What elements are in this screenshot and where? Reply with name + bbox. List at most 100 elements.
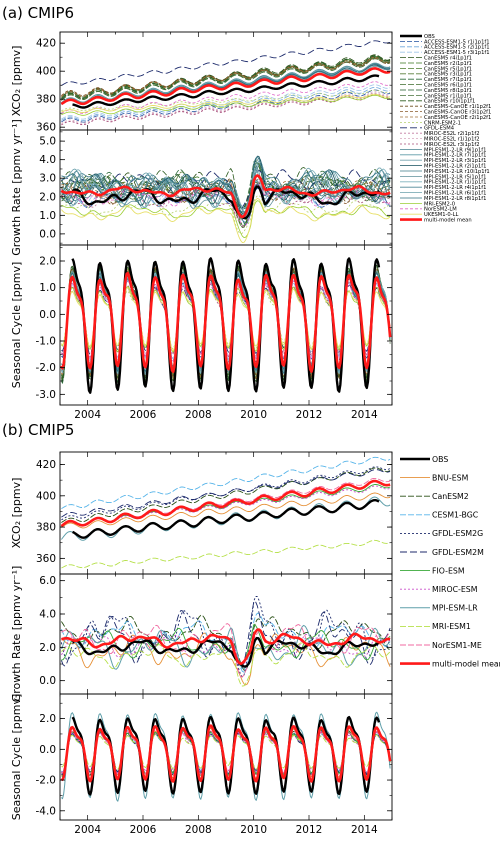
x-tick-label: 2012 [296, 409, 323, 421]
series-line [60, 271, 392, 374]
legend-entry: CanESM5 r10i1p1f1 [424, 99, 475, 105]
legend-entry: MPI-ESM-LR [432, 604, 478, 613]
legend-entry: NorESM2-LM [424, 207, 457, 213]
legend-entry: CanESM5-CanOE r1i1p2f1 [424, 104, 491, 110]
series-line [61, 200, 391, 239]
legend-entry: OBS [432, 455, 448, 464]
plot-area-sc [60, 257, 392, 394]
series-line [61, 64, 391, 105]
legend-entry: MIROC-ESM [432, 585, 477, 594]
plot-area-gr [60, 155, 391, 243]
x-tick-label: 2004 [74, 409, 101, 421]
legend-entry: MRI-ESM2-0 [424, 201, 455, 207]
y-tick-label: 420 [36, 38, 56, 50]
legend-entry: MIROC-ES2L r2i1p1f2 [424, 131, 480, 137]
legend-entry: BNU-ESM [432, 473, 468, 482]
y-tick-label: 4.0 [39, 609, 56, 621]
series-line [61, 40, 391, 86]
series-line [61, 156, 391, 210]
series-line [61, 56, 391, 100]
legend-entry: MPI-ESM1-2-LR r2i1p1f1 [424, 163, 486, 169]
series-line [61, 628, 391, 666]
legend-entry: MPI-ESM1-2-LR r5i1p1f1 [424, 174, 486, 180]
series-line [61, 84, 391, 120]
series-line [61, 55, 391, 98]
legend-entry: multi-model mean [424, 217, 472, 223]
legend-entry: ACCESS-ESM1-5 r1i1p1f1 [424, 39, 490, 45]
y-tick-label: 380 [36, 522, 56, 534]
axes-frame [59, 451, 393, 575]
y-axis-label: Seasonal Cycle [ppmv] [10, 262, 23, 389]
panel-cmip5: (b) CMIP5 360 380 400 420 XCO₂ [ppmv] 0.0 2.0 4… [2, 421, 500, 836]
series-line [60, 624, 391, 670]
series-line [61, 469, 391, 518]
x-tick-label: 2006 [130, 824, 157, 836]
plot-area-xco2 [60, 40, 391, 126]
series-line [61, 92, 391, 126]
series-line [61, 89, 391, 123]
series-line [61, 197, 391, 243]
series-line [61, 456, 391, 509]
y-tick-label: 420 [36, 459, 56, 471]
y-tick-label: 400 [36, 490, 56, 502]
legend-entry: GFDL-ESM2G [432, 529, 483, 538]
y-tick-label: 400 [36, 66, 56, 78]
legend-entry: MPI-ESM1-2-LR r3i1p1f1 [424, 158, 486, 164]
x-tick-label: 2010 [240, 824, 267, 836]
y-tick-label: 360 [36, 553, 56, 565]
legend-entry: CanESM5 r7i1p1f1 [424, 77, 472, 83]
x-tick-label: 2014 [351, 409, 378, 421]
y-tick-label: -1.0 [36, 336, 57, 348]
series-line [61, 155, 391, 214]
y-tick-label: 0.0 [39, 309, 56, 321]
legend-entry: CESM1-BGC [432, 511, 479, 520]
series-line [61, 492, 391, 529]
y-axis-label: Growth Rate [ppmv yr⁻¹] [10, 119, 23, 256]
series-line [61, 56, 391, 99]
y-tick-label: -3.0 [36, 389, 57, 401]
y-tick-label: 2.0 [39, 256, 56, 268]
legend-entry: CNRM-ESM2-1 [424, 120, 461, 126]
y-tick-label: 380 [36, 94, 56, 106]
panel-b-title: (b) CMIP5 [2, 421, 74, 439]
series-line [71, 636, 381, 668]
y-axis-label: XCO₂ [ppmv] [10, 46, 23, 117]
series-line [61, 58, 391, 101]
panel-cmip6: (a) CMIP6 360 380 400 420 XCO₂ [ppmv] 0.0 1.0 2… [2, 4, 491, 421]
legend-entry: MPI-ESM1-2-LR r9i1p1f1 [424, 147, 486, 153]
legend-entry: MPI-ESM1-2-LR r10i1p1f1 [424, 169, 490, 175]
plot-area-xco2 [60, 456, 391, 569]
y-axis-label: Growth Rate [ppmv yr⁻¹] [10, 566, 23, 703]
legend-entry: CanESM5-CanOE r3i1p2f1 [424, 109, 491, 115]
y-tick-label: 0.0 [39, 228, 56, 240]
legend-entry: MRI-ESM1 [432, 622, 471, 631]
series-line [60, 67, 391, 106]
y-tick-label: -2.0 [36, 362, 57, 374]
legend-entry: CanESM5 r5i1p1f1 [424, 66, 472, 72]
plot-area-gr [60, 596, 391, 687]
legend-entry: MPI-ESM1-2-LR r8i1p1f1 [424, 196, 486, 202]
legend-entry: CanESM5-CanOE r2i1p2f1 [424, 115, 491, 121]
legend-entry: OBS [424, 34, 435, 40]
series-line [61, 195, 391, 235]
y-tick-label: 0.0 [39, 744, 56, 756]
series-line [61, 169, 391, 210]
y-tick-label: 1.0 [39, 282, 56, 294]
panel-a-title: (a) CMIP6 [2, 4, 74, 22]
legend-entry: multi-model mean [432, 659, 500, 668]
series-line [61, 93, 391, 113]
series-line [61, 89, 391, 112]
y-tick-label: -4.0 [36, 805, 57, 817]
series-line [71, 185, 381, 220]
y-tick-label: 2.0 [39, 191, 56, 203]
series-line [61, 539, 391, 569]
y-tick-label: 2.0 [39, 642, 56, 654]
legend-entry: CanESM5 r1i1p1f1 [424, 93, 472, 99]
y-tick-label: 0.0 [39, 675, 56, 687]
y-tick-label: 360 [36, 122, 56, 134]
axes-frame [59, 573, 393, 695]
legend-entry: MPI-ESM1-2-LR r4i1p1f1 [424, 185, 486, 191]
legend-entry: CanESM5 r8i1p1f1 [424, 88, 472, 94]
series-line [61, 172, 391, 226]
legend-entry: GFDL-ESM4 [424, 126, 455, 132]
